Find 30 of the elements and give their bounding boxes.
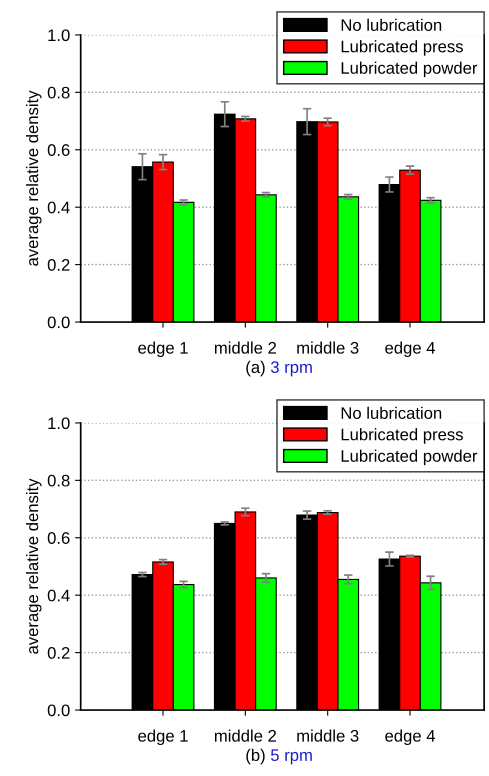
x-tick-label: edge 1	[138, 341, 188, 358]
legend-label: Lubricated powder	[342, 62, 478, 78]
legend-label: No lubrication	[342, 406, 442, 419]
x-tick-label: edge 1	[138, 729, 188, 746]
y-tick-label: 0.0	[48, 704, 70, 716]
legend-label: No lubrication	[342, 18, 442, 31]
y-tick-label: 1.0	[48, 29, 70, 42]
legend-label: Lubricated powder	[342, 450, 478, 466]
y-tick-label: 0.2	[48, 259, 70, 271]
y-tick-label: 0.6	[48, 532, 70, 544]
y-axis-title: average relative density	[26, 90, 42, 266]
x-tick-label: edge 4	[385, 341, 436, 358]
y-tick-label: 0.8	[48, 86, 70, 99]
y-tick-label: 0.4	[48, 202, 70, 214]
x-tick-label: middle 3	[297, 341, 358, 354]
x-tick-label: edge 4	[385, 729, 436, 746]
y-tick-label: 1.0	[48, 417, 70, 430]
y-axis-title: average relative density	[26, 478, 42, 654]
legend-label: Lubricated press	[342, 428, 463, 444]
y-tick-label: 0.6	[48, 144, 70, 156]
y-tick-label: 0.0	[48, 316, 70, 328]
y-tick-label: 0.8	[48, 474, 70, 487]
legend-label: Lubricated press	[342, 40, 463, 56]
y-tick-label: 0.4	[48, 590, 70, 602]
x-tick-label: middle 3	[297, 729, 358, 742]
x-tick-label: middle 2	[214, 341, 276, 354]
text: (a) 3 rpm	[246, 360, 312, 376]
y-tick-label: 0.2	[48, 647, 70, 659]
text: (b) 5 rpm	[246, 748, 312, 764]
x-tick-label: middle 2	[214, 729, 276, 742]
